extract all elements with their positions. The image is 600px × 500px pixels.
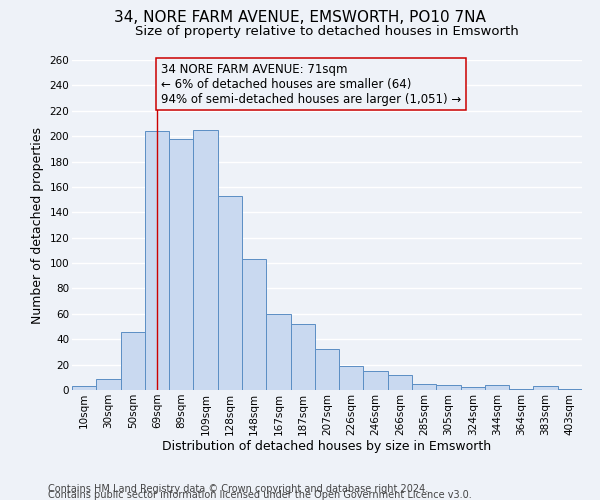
Bar xyxy=(364,371,388,390)
Text: 34 NORE FARM AVENUE: 71sqm
← 6% of detached houses are smaller (64)
94% of semi-: 34 NORE FARM AVENUE: 71sqm ← 6% of detac… xyxy=(161,62,461,106)
Bar xyxy=(339,366,364,390)
Bar xyxy=(315,350,339,390)
Text: Contains HM Land Registry data © Crown copyright and database right 2024.: Contains HM Land Registry data © Crown c… xyxy=(48,484,428,494)
Bar xyxy=(169,138,193,390)
Bar xyxy=(436,385,461,390)
Bar xyxy=(72,386,96,390)
Bar xyxy=(388,375,412,390)
Title: Size of property relative to detached houses in Emsworth: Size of property relative to detached ho… xyxy=(135,25,519,38)
Bar xyxy=(290,324,315,390)
Bar xyxy=(533,386,558,390)
Bar xyxy=(218,196,242,390)
Bar xyxy=(266,314,290,390)
Bar xyxy=(485,385,509,390)
Bar xyxy=(461,388,485,390)
X-axis label: Distribution of detached houses by size in Emsworth: Distribution of detached houses by size … xyxy=(163,440,491,454)
Bar xyxy=(242,260,266,390)
Bar xyxy=(509,388,533,390)
Bar xyxy=(193,130,218,390)
Y-axis label: Number of detached properties: Number of detached properties xyxy=(31,126,44,324)
Bar xyxy=(145,131,169,390)
Bar xyxy=(558,388,582,390)
Text: 34, NORE FARM AVENUE, EMSWORTH, PO10 7NA: 34, NORE FARM AVENUE, EMSWORTH, PO10 7NA xyxy=(114,10,486,25)
Text: Contains public sector information licensed under the Open Government Licence v3: Contains public sector information licen… xyxy=(48,490,472,500)
Bar xyxy=(412,384,436,390)
Bar xyxy=(96,378,121,390)
Bar xyxy=(121,332,145,390)
